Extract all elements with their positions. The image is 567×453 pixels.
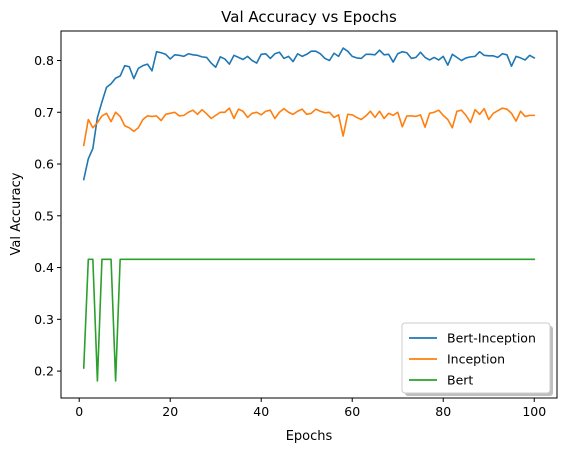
x-tick-label: 60 — [344, 404, 360, 419]
y-tick-label: 0.2 — [34, 364, 54, 379]
y-tick-label: 0.8 — [34, 53, 54, 68]
legend-label-bert-inception: Bert-Inception — [447, 331, 536, 346]
y-tick-label: 0.7 — [34, 105, 54, 120]
x-tick-label: 40 — [253, 404, 269, 419]
legend-label-inception: Inception — [447, 352, 505, 367]
x-tick-label: 100 — [522, 404, 546, 419]
y-axis-ticks: 0.2 0.3 0.4 0.5 0.6 0.7 0.8 — [34, 53, 61, 379]
y-axis-label: Val Accuracy — [9, 172, 24, 255]
y-tick-label: 0.6 — [34, 157, 54, 172]
x-tick-label: 80 — [435, 404, 451, 419]
y-tick-label: 0.3 — [34, 312, 54, 327]
x-tick-label: 20 — [162, 404, 178, 419]
x-tick-label: 0 — [75, 404, 83, 419]
chart-title: Val Accuracy vs Epochs — [221, 8, 397, 26]
x-axis-label: Epochs — [286, 429, 333, 444]
plot-frame — [60, 30, 558, 399]
legend: Bert-Inception Inception Bert — [401, 322, 553, 396]
legend-items: Bert-Inception Inception Bert — [409, 331, 536, 388]
series-layer — [82, 47, 536, 382]
series-line-bert-inception — [82, 47, 536, 181]
series-line-bert — [82, 258, 536, 382]
series-line-inception — [82, 107, 536, 147]
y-tick-label: 0.4 — [34, 260, 54, 275]
legend-box — [401, 322, 551, 394]
legend-label-bert: Bert — [447, 373, 473, 388]
x-axis-ticks: 0 20 40 60 80 100 — [75, 398, 546, 419]
y-tick-label: 0.5 — [34, 208, 54, 223]
